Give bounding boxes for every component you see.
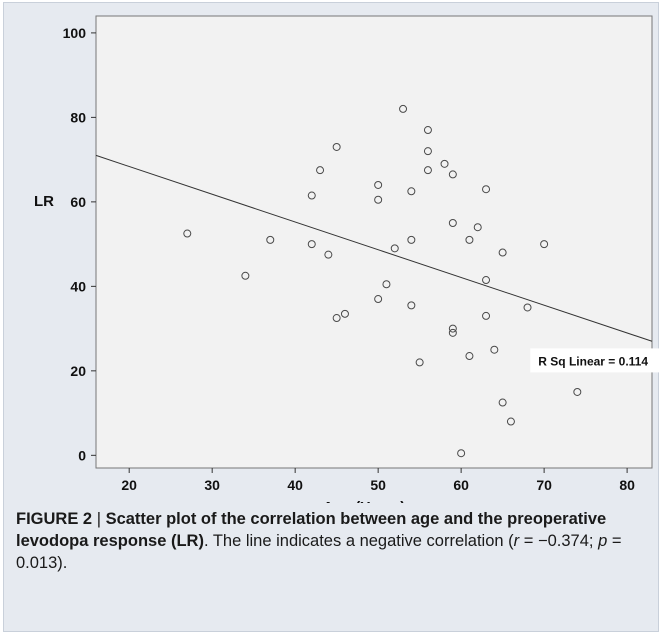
y-tick-label: 80 (70, 109, 86, 125)
data-point (415, 358, 424, 367)
data-point (482, 276, 491, 285)
data-point (374, 180, 383, 189)
data-point (266, 235, 275, 244)
data-point (399, 104, 408, 113)
x-tick-label: 60 (453, 477, 469, 493)
data-point (473, 223, 482, 232)
data-point (390, 244, 399, 253)
y-tick-label: 60 (70, 194, 86, 210)
data-point (448, 170, 457, 179)
data-point (465, 352, 474, 361)
data-point (498, 248, 507, 257)
data-point (482, 185, 491, 194)
r-squared-annotation: R Sq Linear = 0.114 (538, 354, 648, 368)
data-point (523, 303, 532, 312)
data-point (374, 195, 383, 204)
data-point (382, 280, 391, 289)
caption-title: Scatter plot of the correlation between … (16, 510, 607, 550)
data-point (332, 314, 341, 323)
data-point (241, 271, 250, 280)
x-tick-label: 20 (121, 477, 137, 493)
caption-separator: | (92, 510, 106, 528)
data-point (340, 309, 349, 318)
caption-p-symbol: p (598, 532, 608, 550)
x-tick-label: 70 (536, 477, 552, 493)
data-point (423, 126, 432, 135)
caption-text-3: = 0.013). (16, 532, 622, 572)
y-tick-label: 0 (78, 447, 86, 463)
caption-label: FIGURE 2 (16, 510, 93, 528)
caption-text-1: . The line indicates a negative correlat… (203, 532, 514, 550)
data-point (407, 301, 416, 310)
data-point (440, 159, 449, 168)
data-point (423, 166, 432, 175)
data-point (573, 387, 582, 396)
data-point (448, 324, 457, 333)
y-axis-title: LR (34, 193, 54, 210)
data-point (448, 328, 457, 337)
x-axis-title: Age (Years) (323, 499, 406, 503)
data-point (465, 235, 474, 244)
scatter-chart: 0 20 40 60 80 100 20 30 40 50 60 70 80 Age (Years) LR R… (34, 15, 660, 503)
data-point (506, 417, 515, 426)
data-point (490, 345, 499, 354)
data-point (183, 229, 192, 238)
data-point (540, 240, 549, 249)
y-tick-label: 100 (63, 25, 87, 41)
x-tick-label: 50 (370, 477, 386, 493)
x-tick-label: 40 (287, 477, 303, 493)
data-point (307, 191, 316, 200)
data-point (457, 449, 466, 458)
x-tick-label: 80 (619, 477, 635, 493)
caption-r-symbol: r (513, 532, 520, 550)
figure-panel: 0 20 40 60 80 100 20 30 40 50 60 70 80 Age (Years) LR R… (3, 2, 660, 632)
data-point (316, 166, 325, 175)
y-tick-label: 40 (70, 278, 86, 294)
data-point (498, 398, 507, 407)
figure-caption: FIGURE 2 | Scatter plot of the correlati… (16, 508, 636, 574)
data-point (407, 187, 416, 196)
y-tick-label: 20 (70, 363, 86, 379)
caption-text-2: = −0.374; (519, 532, 599, 550)
data-point (332, 142, 341, 151)
data-point (374, 295, 383, 304)
plot-area (95, 15, 653, 469)
regression-line (95, 154, 653, 342)
data-point (324, 250, 333, 259)
annotation-box (530, 348, 660, 373)
data-point (407, 235, 416, 244)
data-point (448, 218, 457, 227)
x-tick-label: 30 (204, 477, 220, 493)
data-point (307, 240, 316, 249)
data-point (482, 311, 491, 320)
data-point (423, 147, 432, 156)
